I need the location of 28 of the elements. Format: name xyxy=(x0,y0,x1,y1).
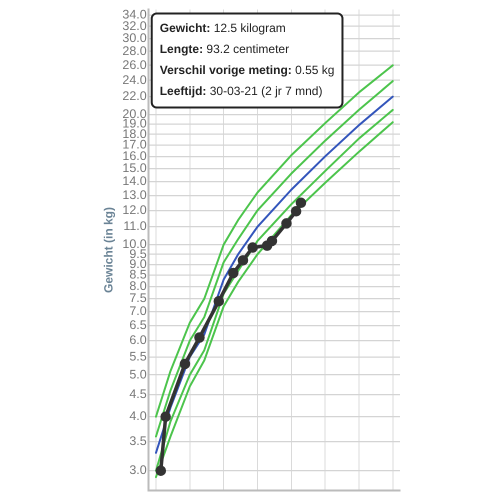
y-tick-label: 34.0 xyxy=(122,7,147,22)
y-tick-label: 22.0 xyxy=(122,89,147,104)
y-tick-label: 7.0 xyxy=(129,304,147,318)
y-tick-label: 11.0 xyxy=(123,219,147,234)
y-tick-label: 15.0 xyxy=(122,161,147,176)
y-tick-label: 13.0 xyxy=(122,188,147,202)
y-tick-label: 28.0 xyxy=(122,44,147,58)
y-tick-label: 5.5 xyxy=(129,349,147,364)
y-tick-label: 3.5 xyxy=(129,434,147,448)
y-tick-label: 7.5 xyxy=(129,291,147,306)
y-tick-label: 6.0 xyxy=(129,333,147,348)
y-tick-label: 14.0 xyxy=(122,174,147,188)
y-tick-label: 3.0 xyxy=(129,463,147,478)
annotation: Leeftijd: 30-03-21 (2 jr 7 mnd) xyxy=(160,84,322,98)
annotation: Lengte: 93.2 centimeter xyxy=(160,42,290,56)
y-tick-label: 4.5 xyxy=(129,387,147,402)
y-tick-label: 4.0 xyxy=(129,409,147,424)
y-tick-label: 32.0 xyxy=(122,18,147,33)
y-axis-title: Gewicht (in kg) xyxy=(102,206,116,294)
annotation: Gewicht: 12.5 kilogram xyxy=(160,20,286,35)
y-tick-label: 6.5 xyxy=(129,318,147,332)
y-tick-label: 24.0 xyxy=(122,72,147,87)
y-tick-label: 30.0 xyxy=(122,30,147,45)
y-tick-label: 8.0 xyxy=(129,279,147,294)
annotation: Verschil vorige meting: 0.55 kg xyxy=(160,62,334,77)
y-tick-label: 12.0 xyxy=(122,202,147,217)
y-tick-label: 26.0 xyxy=(122,58,147,72)
y-tick-label: 5.0 xyxy=(129,367,147,382)
